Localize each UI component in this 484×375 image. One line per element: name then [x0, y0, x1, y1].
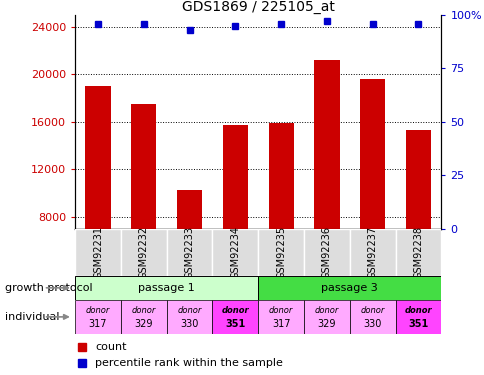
- FancyBboxPatch shape: [257, 276, 440, 300]
- Text: donor: donor: [221, 306, 249, 315]
- FancyBboxPatch shape: [257, 229, 303, 276]
- Text: GSM92237: GSM92237: [367, 226, 377, 279]
- Text: 317: 317: [272, 319, 290, 329]
- Text: count: count: [95, 342, 126, 352]
- Text: donor: donor: [404, 306, 431, 315]
- Text: GSM92233: GSM92233: [184, 226, 194, 279]
- Bar: [222, 125, 247, 229]
- FancyBboxPatch shape: [395, 229, 440, 276]
- FancyBboxPatch shape: [303, 229, 349, 276]
- Bar: [314, 60, 339, 229]
- FancyBboxPatch shape: [303, 300, 349, 334]
- FancyBboxPatch shape: [212, 300, 257, 334]
- Text: percentile rank within the sample: percentile rank within the sample: [95, 358, 283, 368]
- FancyBboxPatch shape: [121, 300, 166, 334]
- Text: 351: 351: [408, 319, 428, 329]
- Text: 330: 330: [180, 319, 198, 329]
- Bar: [177, 190, 202, 229]
- FancyBboxPatch shape: [166, 300, 212, 334]
- Text: GSM92236: GSM92236: [321, 226, 331, 279]
- Text: donor: donor: [360, 306, 384, 315]
- FancyBboxPatch shape: [395, 300, 440, 334]
- FancyBboxPatch shape: [75, 229, 121, 276]
- Text: GSM92235: GSM92235: [275, 226, 286, 279]
- Text: 317: 317: [89, 319, 107, 329]
- FancyBboxPatch shape: [121, 229, 166, 276]
- FancyBboxPatch shape: [75, 276, 257, 300]
- FancyBboxPatch shape: [166, 229, 212, 276]
- Bar: [268, 123, 293, 229]
- FancyBboxPatch shape: [349, 229, 395, 276]
- FancyBboxPatch shape: [75, 300, 121, 334]
- Text: GSM92232: GSM92232: [138, 226, 149, 279]
- Bar: [85, 86, 110, 229]
- Bar: [131, 104, 156, 229]
- FancyBboxPatch shape: [212, 229, 257, 276]
- Text: 329: 329: [317, 319, 335, 329]
- Text: GSM92234: GSM92234: [230, 226, 240, 279]
- Text: donor: donor: [269, 306, 293, 315]
- Bar: [359, 79, 384, 229]
- Text: 329: 329: [134, 319, 153, 329]
- Text: 330: 330: [363, 319, 381, 329]
- Text: GSM92231: GSM92231: [93, 226, 103, 279]
- Text: growth protocol: growth protocol: [5, 283, 92, 293]
- Text: donor: donor: [131, 306, 156, 315]
- Bar: [405, 130, 430, 229]
- Text: 351: 351: [225, 319, 245, 329]
- Text: individual: individual: [5, 312, 59, 322]
- Text: donor: donor: [314, 306, 338, 315]
- Text: donor: donor: [86, 306, 110, 315]
- Title: GDS1869 / 225105_at: GDS1869 / 225105_at: [182, 0, 334, 14]
- Text: GSM92238: GSM92238: [413, 226, 423, 279]
- Text: passage 3: passage 3: [321, 283, 378, 293]
- FancyBboxPatch shape: [257, 300, 303, 334]
- Text: passage 1: passage 1: [138, 283, 195, 293]
- FancyBboxPatch shape: [349, 300, 395, 334]
- Text: donor: donor: [177, 306, 201, 315]
